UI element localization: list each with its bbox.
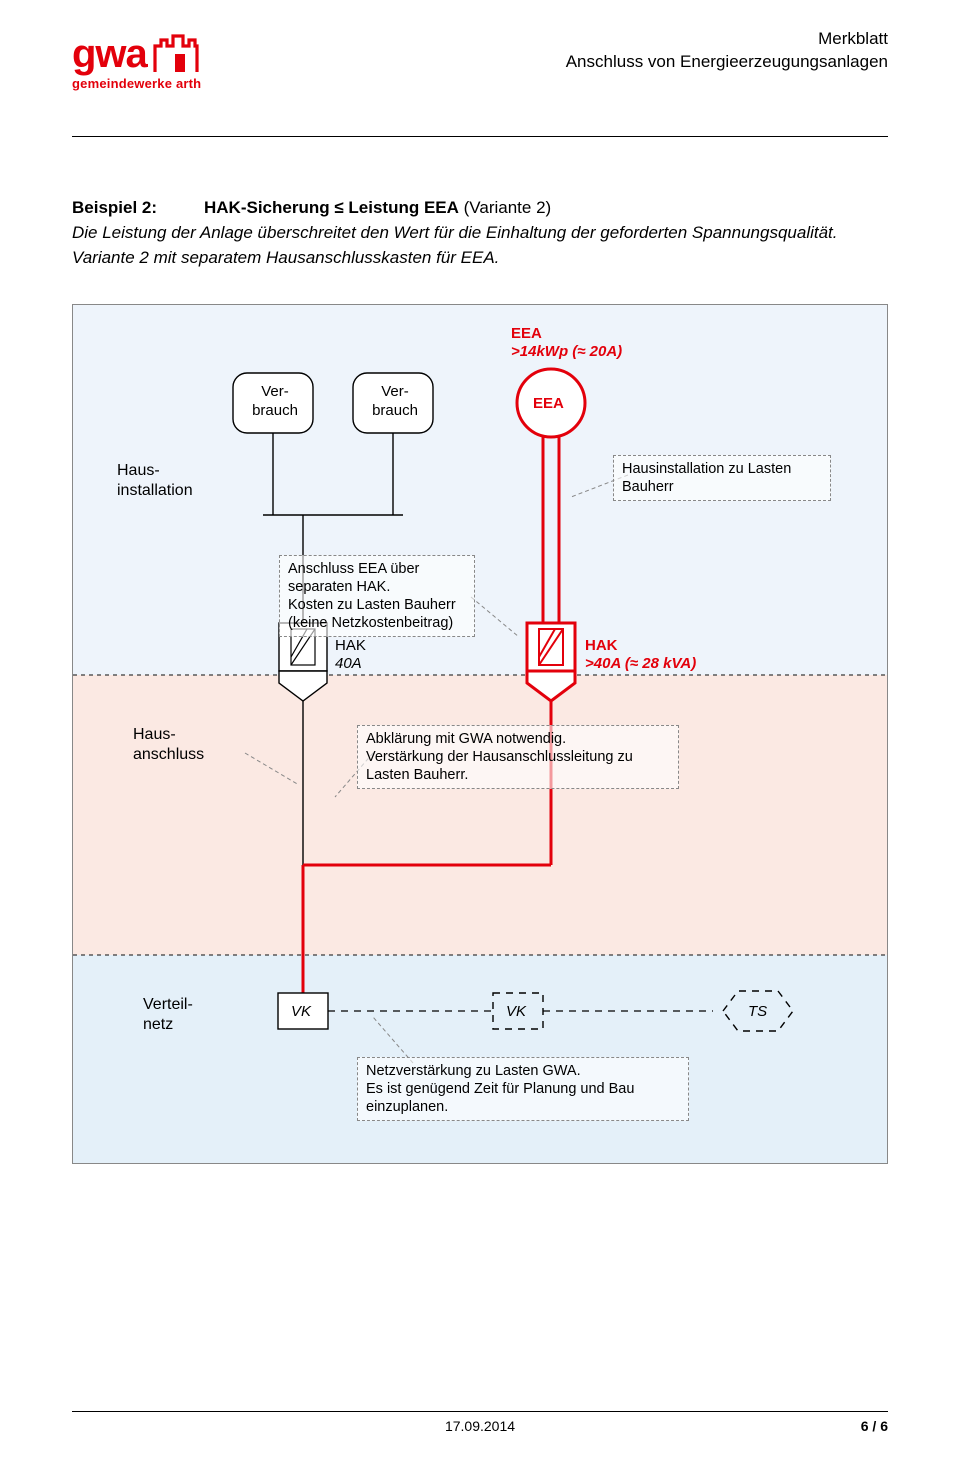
logo: gwa gemeindewerke arth xyxy=(72,28,272,91)
hak-right-2: >40A (≈ 28 kVA) xyxy=(585,655,696,674)
hak-right-1: HAK xyxy=(585,637,618,656)
eea-header-2: >14kWp (≈ 20A) xyxy=(511,343,622,362)
verteilnetz-label: Verteil- netz xyxy=(143,995,193,1035)
footer-date: 17.09.2014 xyxy=(72,1418,888,1434)
note-abklaerung: Abklärung mit GWA notwendig. Verstärkung… xyxy=(357,725,679,789)
verbrauch-2: Ver- brauch xyxy=(365,383,425,421)
castle-icon xyxy=(153,28,199,74)
vk-2: VK xyxy=(506,1003,526,1022)
logo-text: gwa xyxy=(72,34,147,74)
intro-p2: Variante 2 mit separatem Hausanschlusska… xyxy=(72,247,888,270)
verbrauch-1: Ver- brauch xyxy=(245,383,305,421)
ts: TS xyxy=(748,1003,767,1022)
hak-left-1: HAK xyxy=(335,637,366,656)
intro-block: Beispiel 2: HAK-Sicherung ≤ Leistung EEA… xyxy=(72,197,888,270)
note-anschluss-eea: Anschluss EEA über separaten HAK. Kosten… xyxy=(279,555,475,638)
example-title-bold: HAK-Sicherung ≤ Leistung EEA xyxy=(204,198,459,217)
hak-left-2: 40A xyxy=(335,655,362,674)
page-header: gwa gemeindewerke arth Merkblatt Anschlu… xyxy=(72,28,888,118)
note-netzverstaerkung: Netzverstärkung zu Lasten GWA. Es ist ge… xyxy=(357,1057,689,1121)
doc-title: Merkblatt Anschluss von Energieerzeugung… xyxy=(566,28,888,74)
header-rule xyxy=(72,136,888,137)
eea-header-1: EEA xyxy=(511,325,542,344)
example-title-normal: (Variante 2) xyxy=(459,198,551,217)
eea-circle-label: EEA xyxy=(533,395,564,414)
diagram: EEA >14kWp (≈ 20A) Ver- brauch Ver- brau… xyxy=(72,304,888,1164)
hausanschluss-label: Haus- anschluss xyxy=(133,725,204,765)
intro-p1: Die Leistung der Anlage überschreitet de… xyxy=(72,222,888,245)
doc-title-line2: Anschluss von Energieerzeugungsanlagen xyxy=(566,51,888,74)
example-label: Beispiel 2: xyxy=(72,197,176,220)
logo-subtitle: gemeindewerke arth xyxy=(72,76,272,91)
doc-title-line1: Merkblatt xyxy=(566,28,888,51)
hausinstallation-label: Haus- installation xyxy=(117,461,193,501)
note-lasten-bauherr: Hausinstallation zu Lasten Bauherr xyxy=(613,455,831,501)
vk-1: VK xyxy=(291,1003,311,1022)
page-footer: 17.09.2014 6 / 6 xyxy=(72,1411,888,1434)
